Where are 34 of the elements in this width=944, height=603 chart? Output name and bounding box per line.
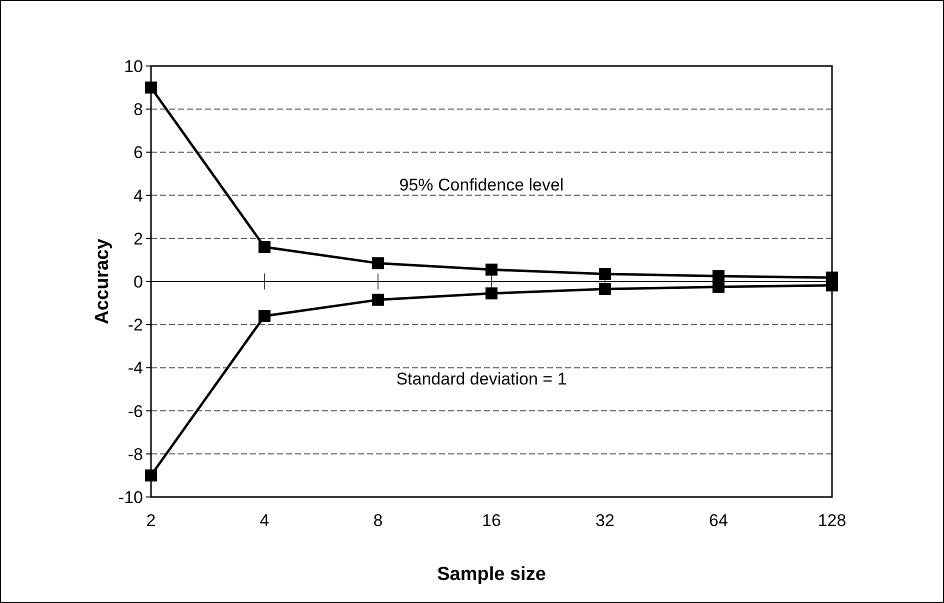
y-tick-label: -8	[128, 444, 143, 464]
x-axis-title: Sample size	[437, 564, 546, 585]
point	[599, 268, 611, 280]
point	[145, 82, 157, 94]
y-tick-label: -6	[128, 402, 143, 421]
x-tick-label: 8	[373, 511, 383, 530]
annotation: Standard deviation = 1	[396, 369, 567, 388]
y-tick-label: 4	[134, 186, 143, 206]
y-tick-label: -4	[128, 358, 143, 378]
y-tick-label: 6	[134, 143, 143, 162]
x-tick-label: 32	[596, 511, 614, 530]
point	[599, 283, 611, 296]
point	[372, 294, 384, 306]
annotation: 95% Confidence level	[399, 175, 564, 194]
x-tick-label: 2	[146, 511, 156, 530]
x-tick-label: 4	[260, 511, 270, 530]
y-tick-label: -2	[128, 316, 143, 335]
y-axis-title: Accuracy	[92, 238, 113, 324]
y-tick-label: -10	[118, 488, 143, 507]
point	[258, 310, 270, 322]
x-tick-label: 64	[709, 511, 728, 530]
x-tick-label: 16	[482, 511, 501, 530]
point	[372, 257, 384, 270]
y-tick-label: 10	[124, 56, 143, 76]
point	[712, 270, 724, 282]
y-tick-label: 2	[134, 229, 143, 248]
y-tick-label: 8	[134, 100, 143, 120]
point	[258, 241, 270, 254]
point	[712, 280, 724, 293]
point	[486, 264, 498, 276]
point	[145, 469, 157, 482]
y-tick-label: 0	[134, 272, 143, 292]
point	[486, 287, 498, 300]
x-tick-label: 128	[818, 511, 846, 530]
